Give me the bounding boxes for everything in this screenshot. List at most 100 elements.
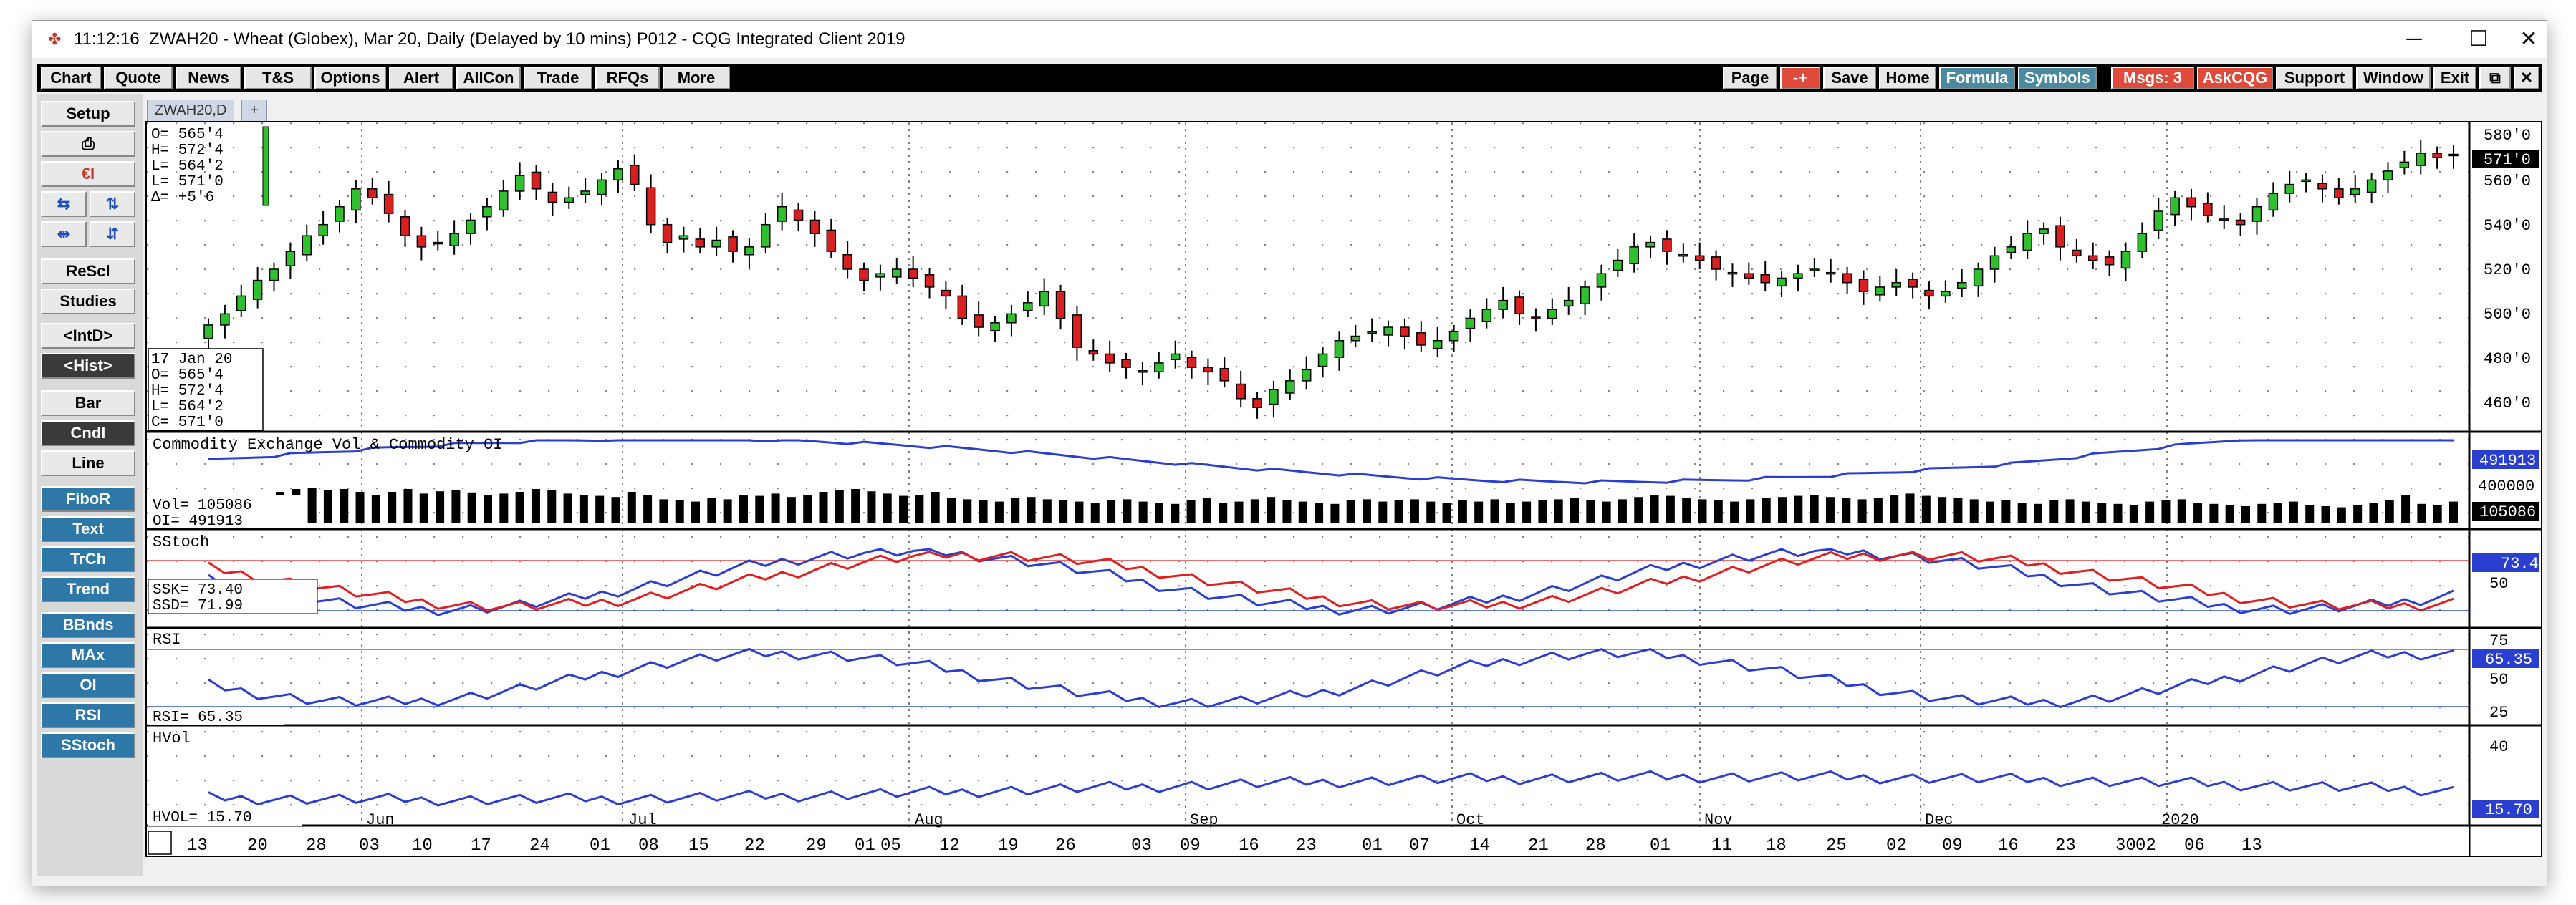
menu-trade[interactable]: Trade	[524, 67, 592, 89]
menu-askcqg[interactable]: AskCQG	[2197, 67, 2273, 89]
print-icon[interactable]: ⎙	[41, 131, 135, 157]
studies-button[interactable]: Studies	[41, 289, 135, 314]
menu-messages[interactable]: Msgs: 3	[2111, 67, 2194, 89]
candle	[1711, 250, 1721, 281]
volume-bar	[2273, 503, 2282, 523]
candle	[1547, 298, 1557, 325]
date-label: 29	[806, 836, 827, 856]
candle	[1662, 230, 1672, 265]
candle	[1694, 242, 1705, 269]
history-button[interactable]: <Hist>	[41, 353, 135, 379]
menu-options[interactable]: Options	[314, 67, 386, 89]
trend-button[interactable]: Trend	[41, 576, 135, 602]
candle	[1760, 261, 1770, 292]
candle	[1269, 380, 1279, 418]
candle	[1481, 298, 1492, 329]
vol-badge: 105086	[2479, 503, 2536, 521]
add-tab-button[interactable]: +	[241, 100, 267, 122]
candle	[1448, 324, 1459, 352]
candle	[908, 256, 918, 287]
month-label: Oct	[1456, 811, 1485, 829]
line-button[interactable]: Line	[41, 450, 135, 476]
candle	[2022, 220, 2032, 259]
expand-icon[interactable]: ⇹	[41, 221, 87, 247]
menu-news[interactable]: News	[176, 67, 241, 89]
chart-area[interactable]: O= 565'4 H= 572'4 L= 564'2 L= 571'0 Δ= +…	[145, 121, 2542, 857]
volume-bar	[1554, 499, 1563, 523]
date-label: 01	[1362, 836, 1383, 856]
candle	[1613, 248, 1623, 277]
chart-svg[interactable]: O= 565'4 H= 572'4 L= 564'2 L= 571'0 Δ= +…	[147, 122, 2541, 856]
text-button[interactable]: Text	[41, 516, 135, 542]
menu-formula[interactable]: Formula	[1939, 67, 2015, 89]
rsi-button[interactable]: RSI	[41, 702, 135, 728]
date-label: 12	[939, 836, 960, 856]
oi-button[interactable]: OI	[41, 672, 135, 698]
volume-bar	[2065, 499, 2075, 523]
menu-page[interactable]: Page	[1723, 67, 1777, 89]
hvol-readout: HVOL= 15.70	[153, 810, 252, 826]
month-label: Dec	[1925, 811, 1953, 829]
candle	[547, 183, 558, 216]
volume-bar	[1282, 500, 1292, 523]
menu-chart[interactable]: Chart	[41, 67, 101, 89]
candle	[859, 262, 869, 292]
volume-bar	[691, 501, 701, 523]
candle	[1334, 331, 1345, 371]
fibor-button[interactable]: FiboR	[41, 486, 135, 512]
menu-plus-minus[interactable]: -+	[1780, 67, 1820, 89]
volume-bar	[1634, 497, 1643, 523]
bbnds-button[interactable]: BBnds	[41, 612, 135, 638]
menu-support[interactable]: Support	[2276, 67, 2353, 89]
trch-button[interactable]: TrCh	[41, 546, 135, 572]
rescale-button[interactable]: ReScl	[41, 258, 135, 284]
date-label: 19	[998, 836, 1019, 856]
candle	[1367, 318, 1377, 342]
restore-icon[interactable]: ⧉	[2479, 67, 2511, 89]
menu-alert[interactable]: Alert	[389, 67, 453, 89]
menu-rfqs[interactable]: RFQs	[595, 67, 660, 89]
menu-quote[interactable]: Quote	[104, 67, 173, 89]
compress-icon[interactable]: ⇵	[90, 221, 135, 247]
volume-bar	[1075, 501, 1084, 523]
volume-bar	[979, 500, 988, 523]
close-button[interactable]: ✕	[2519, 27, 2538, 51]
date-label: 17	[471, 836, 491, 856]
menu-save[interactable]: Save	[1823, 67, 1876, 89]
setup-button[interactable]: Setup	[41, 101, 135, 127]
close-panel-icon[interactable]: ✕	[2514, 67, 2539, 89]
intraday-button[interactable]: <IntD>	[41, 323, 135, 349]
candle-button[interactable]: Cndl	[41, 420, 135, 446]
volume-bar	[1250, 499, 1259, 523]
maximize-button[interactable]: ☐	[2469, 27, 2489, 51]
volume-bar	[2081, 501, 2090, 523]
candle	[2170, 190, 2180, 226]
euro-icon[interactable]: €I	[41, 161, 135, 187]
menu-exit[interactable]: Exit	[2433, 67, 2476, 89]
menu-allcon[interactable]: AllCon	[456, 67, 521, 89]
candle	[2072, 238, 2082, 263]
time-axis-checkbox[interactable]	[148, 831, 172, 855]
ohlc-low: L= 564'2	[151, 158, 224, 175]
candle	[236, 284, 246, 318]
menu-home[interactable]: Home	[1879, 67, 1936, 89]
swap-horizontal-icon[interactable]: ⇆	[41, 191, 87, 217]
menu-ts[interactable]: T&S	[244, 67, 312, 89]
price-tick-560: 560'0	[2484, 173, 2531, 190]
sstoch-button[interactable]: SStoch	[41, 732, 135, 758]
tab-zwah20[interactable]: ZWAH20,D	[147, 100, 235, 122]
max-button[interactable]: MAx	[41, 642, 135, 668]
candle	[1416, 321, 1426, 352]
minimize-button[interactable]: ─	[2406, 27, 2422, 51]
menu-symbols[interactable]: Symbols	[2018, 67, 2097, 89]
menu-more[interactable]: More	[663, 67, 730, 89]
menu-window[interactable]: Window	[2356, 67, 2431, 89]
hvol-axis-40: 40	[2489, 738, 2508, 756]
volume-bar	[1315, 503, 1324, 523]
main-menubar: Chart Quote News T&S Options Alert AllCo…	[37, 64, 2542, 92]
candle	[1023, 291, 1033, 318]
bar-button[interactable]: Bar	[41, 390, 135, 416]
swap-vertical-icon[interactable]: ⇅	[90, 191, 135, 217]
candle	[499, 180, 509, 217]
candle	[826, 218, 837, 258]
